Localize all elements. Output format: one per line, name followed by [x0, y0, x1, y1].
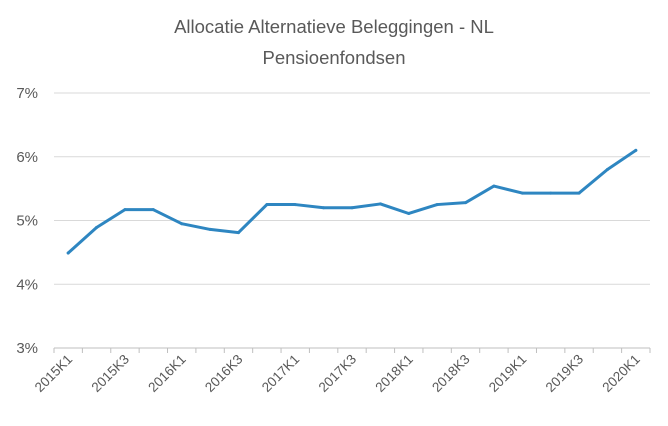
data-point — [151, 208, 155, 212]
data-point — [407, 211, 411, 215]
data-point — [180, 222, 184, 226]
x-tick-label: 2018K1 — [372, 352, 416, 396]
data-point — [95, 226, 99, 230]
chart-title-line-1: Allocatie Alternatieve Beleggingen - NL — [174, 16, 494, 37]
data-point — [293, 203, 297, 207]
x-tick-label: 2015K3 — [89, 352, 133, 396]
x-axis-tick-labels: 2015K1 2015K3 2016K1 2016K3 2017K1 2017K3 2018… — [32, 352, 643, 396]
x-tick-label: 2018K3 — [429, 352, 473, 396]
series-group — [66, 148, 638, 255]
data-point — [464, 201, 468, 205]
x-tick-label: 2016K1 — [145, 352, 189, 396]
data-point — [634, 148, 638, 152]
series-line-0 — [66, 148, 638, 255]
x-tick-label: 2019K1 — [486, 352, 530, 396]
data-point — [322, 206, 326, 210]
data-point — [435, 203, 439, 207]
x-tick-label: 2017K1 — [259, 352, 303, 396]
data-point — [492, 184, 496, 188]
x-axis — [53, 347, 651, 353]
data-point — [605, 168, 609, 171]
x-tick-label: 2015K1 — [32, 352, 76, 396]
x-tick-label: 2020K1 — [599, 352, 643, 396]
data-point — [520, 191, 524, 195]
y-tick-label: 4% — [16, 276, 38, 293]
data-point — [549, 191, 553, 195]
data-point — [236, 231, 240, 235]
y-tick-label: 6% — [16, 149, 38, 166]
x-tick-label: 2016K3 — [202, 352, 246, 396]
y-tick-label: 5% — [16, 213, 38, 230]
data-point — [378, 202, 382, 206]
chart-title-line-2: Pensioenfondsen — [263, 47, 406, 68]
data-point — [66, 251, 70, 255]
y-tick-label: 3% — [16, 340, 38, 357]
y-tick-label: 7% — [16, 85, 38, 102]
data-point — [350, 206, 354, 210]
x-tick-label: 2017K3 — [316, 352, 360, 396]
x-tick-label: 2019K3 — [543, 352, 587, 396]
data-point — [123, 208, 127, 212]
gridlines — [54, 92, 650, 285]
data-point — [265, 203, 269, 207]
y-axis-tick-labels: 3% 4% 5% 6% 7% — [16, 85, 38, 357]
data-point — [208, 227, 212, 231]
data-point — [577, 191, 581, 195]
